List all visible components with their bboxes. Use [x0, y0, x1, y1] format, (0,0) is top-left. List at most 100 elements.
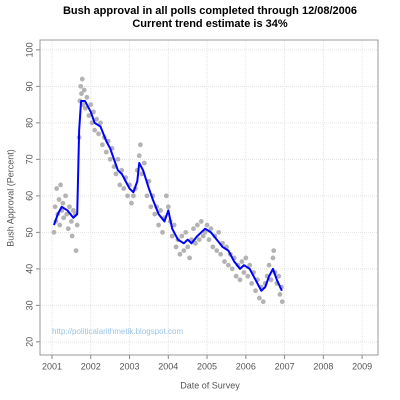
- poll-point: [54, 186, 60, 191]
- poll-point: [193, 240, 198, 246]
- poll-point: [243, 255, 249, 261]
- poll-point: [69, 233, 75, 239]
- x-tick-label: 2009: [352, 361, 372, 371]
- x-tick-label: 2007: [275, 361, 295, 371]
- poll-point: [187, 255, 193, 261]
- x-tick-label: 2001: [42, 361, 62, 371]
- poll-point: [94, 116, 99, 122]
- poll-point: [271, 248, 277, 254]
- poll-point: [117, 182, 123, 188]
- poll-point: [74, 222, 80, 228]
- poll-point: [177, 251, 183, 257]
- poll-point: [266, 262, 272, 268]
- poll-point: [196, 237, 202, 243]
- poll-point: [63, 193, 68, 199]
- y-tick-label: 40: [24, 264, 34, 274]
- poll-point: [144, 193, 150, 199]
- trend-line: [53, 99, 283, 292]
- y-tick-label: 50: [24, 227, 34, 237]
- x-tick-label: 2008: [313, 361, 333, 371]
- poll-point: [206, 237, 212, 243]
- poll-point: [121, 186, 127, 191]
- poll-point: [78, 83, 84, 89]
- x-tick-label: 2003: [120, 361, 140, 371]
- poll-point: [131, 193, 136, 199]
- poll-point: [218, 251, 224, 257]
- poll-point: [137, 142, 143, 148]
- poll-point: [179, 233, 185, 239]
- poll-point: [86, 113, 92, 118]
- poll-point: [56, 197, 62, 202]
- poll-point: [237, 277, 243, 283]
- poll-point: [141, 160, 147, 166]
- y-tick-label: 80: [24, 118, 34, 128]
- x-tick-label: 2005: [197, 361, 217, 371]
- poll-point: [70, 208, 76, 213]
- poll-point: [79, 91, 84, 97]
- x-tick-label: 2004: [158, 361, 178, 371]
- poll-point: [51, 229, 57, 235]
- poll-point: [79, 76, 85, 82]
- poll-point: [268, 277, 274, 283]
- poll-point: [181, 248, 187, 254]
- poll-point: [249, 281, 255, 286]
- poll-point: [185, 244, 191, 250]
- poll-point: [84, 94, 90, 100]
- annotation: http://politicalarithmetik.blogspot.com: [52, 327, 184, 336]
- poll-point: [100, 142, 105, 148]
- poll-point: [98, 120, 103, 126]
- poll-point: [222, 259, 227, 264]
- poll-point: [61, 215, 67, 221]
- poll-point: [247, 262, 253, 268]
- poll-point: [241, 270, 247, 275]
- poll-point: [239, 259, 245, 264]
- poll-point: [225, 262, 231, 268]
- poll-point: [73, 248, 79, 254]
- poll-point: [163, 193, 169, 199]
- poll-point: [165, 204, 171, 210]
- poll-point: [60, 200, 66, 206]
- poll-point: [256, 295, 262, 301]
- poll-point: [245, 273, 251, 279]
- poll-point: [260, 299, 266, 305]
- poll-point: [57, 222, 63, 228]
- poll-point: [65, 226, 71, 232]
- poll-point: [64, 211, 70, 217]
- poll-point: [103, 149, 109, 155]
- poll-point: [253, 288, 258, 294]
- poll-point: [279, 299, 285, 305]
- poll-point: [113, 171, 119, 177]
- poll-point: [92, 127, 98, 133]
- poll-point: [277, 292, 283, 297]
- poll-point: [91, 109, 96, 115]
- poll-point: [208, 226, 214, 232]
- poll-point: [52, 204, 58, 210]
- chart-subtitle: Current trend estimate is 34%: [132, 18, 287, 30]
- poll-point: [276, 273, 282, 279]
- y-axis-label: Bush Approval (Percent): [5, 149, 15, 247]
- poll-point: [156, 222, 162, 228]
- x-tick-label: 2006: [236, 361, 256, 371]
- poll-point: [129, 200, 134, 206]
- poll-point: [148, 204, 154, 210]
- poll-point: [158, 208, 163, 213]
- poll-point: [173, 244, 179, 250]
- poll-point: [58, 182, 63, 188]
- poll-point: [107, 156, 113, 162]
- poll-point: [68, 219, 74, 224]
- poll-point: [171, 222, 177, 228]
- poll-point: [115, 156, 121, 162]
- poll-point: [136, 153, 142, 159]
- plot-frame: [39, 39, 379, 356]
- x-tick-label: 2002: [81, 361, 101, 371]
- poll-point: [204, 222, 210, 228]
- poll-point: [82, 105, 88, 111]
- y-tick-label: 30: [24, 300, 34, 310]
- poll-point: [210, 244, 216, 250]
- poll-point: [160, 229, 165, 235]
- poll-point: [152, 211, 158, 217]
- poll-point: [88, 102, 94, 108]
- y-tick-label: 90: [24, 81, 34, 91]
